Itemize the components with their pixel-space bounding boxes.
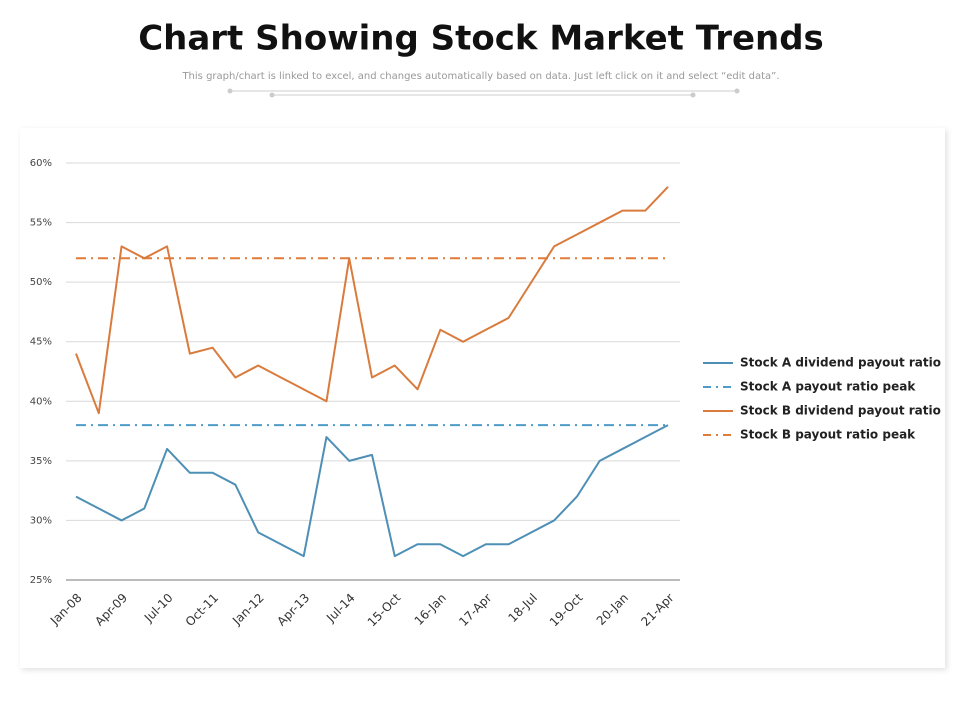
chart-card [20, 128, 945, 668]
y-tick-label: 60% [30, 158, 52, 169]
series-line [75, 186, 669, 415]
y-tick-label: 50% [30, 277, 52, 288]
legend-label: Stock B dividend payout ratio [740, 404, 941, 418]
series-line [75, 424, 669, 558]
legend-label: Stock A payout ratio peak [740, 380, 916, 394]
legend-label: Stock B payout ratio peak [740, 428, 916, 442]
divider-dot [269, 92, 275, 98]
title: Chart Showing Stock Market Trends [138, 19, 824, 59]
subtitle: This graph/chart is linked to excel, and… [181, 71, 779, 82]
divider-dot [227, 88, 233, 94]
y-tick-label: 55% [30, 218, 52, 229]
y-tick-label: 30% [30, 515, 52, 526]
y-tick-label: 45% [30, 337, 52, 348]
legend-label: Stock A dividend payout ratio [740, 356, 941, 370]
y-tick-label: 40% [30, 396, 52, 407]
y-tick-label: 35% [30, 456, 52, 467]
divider-dot [690, 92, 696, 98]
divider-dot [734, 88, 740, 94]
y-tick-label: 25% [30, 575, 52, 586]
